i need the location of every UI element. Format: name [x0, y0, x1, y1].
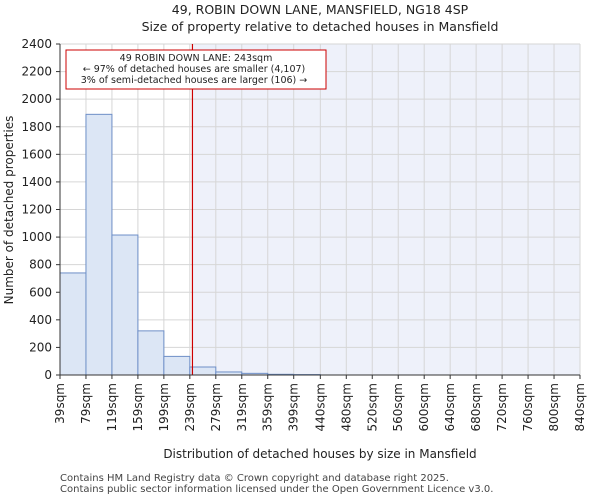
y-tick-label: 1000 — [21, 230, 52, 244]
annotation-frame — [65, 49, 327, 90]
x-axis-label: Distribution of detached houses by size … — [163, 447, 476, 461]
bar-4 — [163, 355, 191, 376]
x-tick-label: 600sqm — [417, 383, 431, 431]
x-axis-ticks: 39sqm 79sqm 119sqm 159sqm 199sqm 239sqm 279sqm… — [53, 375, 587, 431]
y-tick-label: 400 — [29, 313, 52, 327]
bar-1 — [85, 113, 113, 376]
footer-line-1: Contains HM Land Registry data © Crown c… — [60, 473, 449, 484]
y-tick-label: 1800 — [21, 120, 52, 134]
annotation-line-2: ← 97% of detached houses are smaller (4,… — [83, 64, 306, 75]
footer: Contains HM Land Registry data © Crown c… — [60, 473, 493, 495]
bar-5 — [189, 366, 217, 376]
x-tick-label: 279sqm — [209, 383, 223, 431]
y-tick-label: 1600 — [21, 147, 52, 161]
annotation-line-3: 3% of semi-detached houses are larger (1… — [81, 75, 308, 86]
x-tick-label: 79sqm — [79, 383, 93, 424]
annotation-line-1: 49 ROBIN DOWN LANE: 243sqm — [120, 53, 273, 64]
y-axis-label: Number of detached properties — [2, 116, 16, 305]
x-tick-label: 399sqm — [287, 383, 301, 431]
y-tick-label: 0 — [44, 368, 52, 382]
chart-subtitle: Size of property relative to detached ho… — [142, 19, 499, 34]
y-tick-label: 600 — [29, 285, 52, 299]
x-tick-label: 680sqm — [469, 383, 483, 431]
x-tick-label: 359sqm — [261, 383, 275, 431]
x-tick-label: 480sqm — [339, 383, 353, 431]
x-tick-label: 640sqm — [443, 383, 457, 431]
x-tick-label: 440sqm — [313, 383, 327, 431]
bars — [59, 113, 321, 376]
y-tick-label: 1400 — [21, 175, 52, 189]
y-tick-label: 200 — [29, 340, 52, 354]
annotation-box: 49 ROBIN DOWN LANE: 243sqm ← 97% of deta… — [65, 49, 327, 90]
x-tick-label: 239sqm — [183, 383, 197, 431]
x-tick-label: 199sqm — [157, 383, 171, 431]
y-tick-label: 800 — [29, 258, 52, 272]
x-tick-label: 800sqm — [547, 383, 561, 431]
bar-2 — [111, 234, 139, 376]
x-tick-label: 760sqm — [521, 383, 535, 431]
x-tick-label: 520sqm — [365, 383, 379, 431]
bar-3 — [137, 330, 165, 376]
x-tick-label: 720sqm — [495, 383, 509, 431]
x-tick-label: 319sqm — [235, 383, 249, 431]
x-tick-label: 39sqm — [53, 383, 67, 424]
y-tick-label: 1200 — [21, 203, 52, 217]
x-tick-label: 840sqm — [573, 383, 587, 431]
x-tick-label: 119sqm — [105, 383, 119, 431]
y-tick-label: 2200 — [21, 65, 52, 79]
y-tick-label: 2400 — [21, 37, 52, 51]
chart-title: 49, ROBIN DOWN LANE, MANSFIELD, NG18 4SP — [172, 2, 469, 17]
footer-line-2: Contains public sector information licen… — [60, 484, 494, 495]
bar-0 — [59, 272, 87, 376]
y-axis-ticks: 0 200 400 600 800 1000 1200 1400 1600 1800 2000 220… — [21, 37, 60, 382]
x-tick-label: 560sqm — [391, 383, 405, 431]
x-tick-label: 159sqm — [131, 383, 145, 431]
y-tick-label: 2000 — [21, 92, 52, 106]
